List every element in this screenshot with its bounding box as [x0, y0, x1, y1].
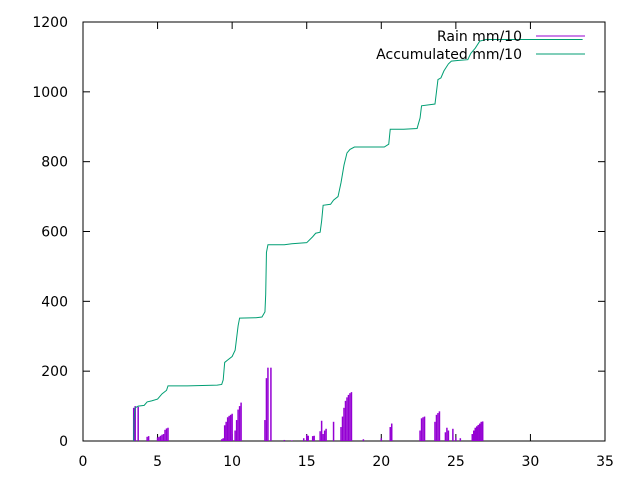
axis-ticks: 0 5 10 15 20 25 30 35 0 200 400 600 800 1000 1200: [32, 15, 614, 470]
y-tick-label: 1000: [32, 85, 68, 101]
x-tick-label: 25: [447, 454, 465, 470]
x-tick-label: 30: [522, 454, 540, 470]
rain-impulses: [132, 367, 484, 441]
x-tick-label: 5: [153, 454, 162, 470]
x-tick-label: 15: [298, 454, 316, 470]
accumulated-line: [133, 38, 583, 442]
plot-frame: [82, 21, 606, 442]
y-tick-label: 400: [41, 294, 68, 310]
x-tick-label: 0: [79, 454, 88, 470]
y-tick-label: 200: [41, 364, 68, 380]
accumulated-path: [133, 38, 583, 442]
legend: Rain mm/10 Accumulated mm/10: [376, 29, 585, 63]
y-tick-label: 1200: [32, 15, 68, 31]
x-tick-label: 20: [372, 454, 390, 470]
y-tick-label: 600: [41, 225, 68, 241]
x-tick-label: 10: [223, 454, 241, 470]
y-tick-label: 800: [41, 155, 68, 171]
legend-label: Accumulated mm/10: [376, 47, 522, 63]
legend-label: Rain mm/10: [437, 29, 522, 45]
x-tick-label: 35: [596, 454, 614, 470]
y-tick-label: 0: [59, 434, 68, 450]
